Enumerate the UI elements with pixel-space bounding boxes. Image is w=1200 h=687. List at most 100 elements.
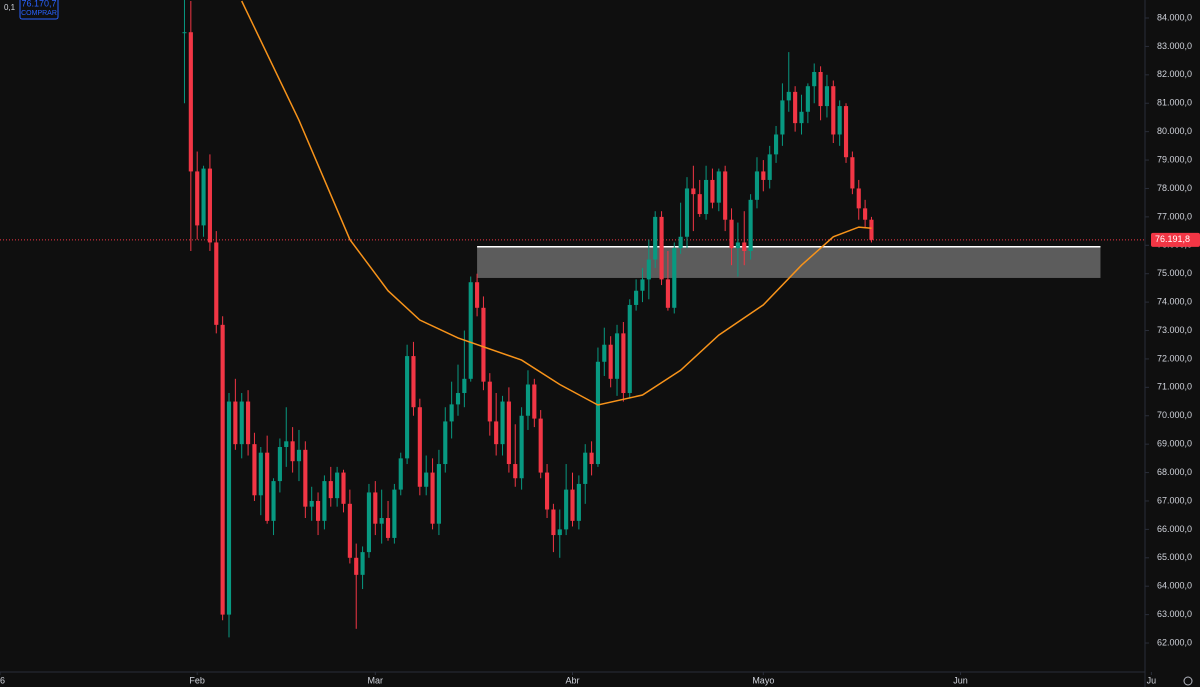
candle-body [487, 381, 492, 422]
candle-body [570, 489, 575, 521]
buy-button[interactable] [19, 0, 59, 20]
candle-body [430, 472, 435, 524]
candle-body [500, 401, 505, 445]
candle-body [417, 407, 422, 487]
candle-body [424, 472, 429, 487]
candle-body [786, 91, 791, 101]
y-tick-label: 65.000,0 [1157, 552, 1192, 562]
candle-body [602, 344, 607, 362]
candle-body [818, 71, 823, 107]
candle-body [462, 378, 467, 394]
candle-body [710, 179, 715, 203]
candle-body [475, 282, 480, 308]
y-tick-label: 77.000,0 [1157, 211, 1192, 221]
candle-body [284, 441, 289, 447]
y-tick-label: 81.000,0 [1157, 98, 1192, 108]
candle-body [328, 481, 333, 499]
buy-price[interactable]: 76.170,7 [21, 0, 56, 8]
y-tick-label: 72.000,0 [1157, 353, 1192, 363]
candle-body [532, 384, 537, 419]
candle-body [595, 361, 601, 465]
price-axis-panel [1145, 0, 1200, 672]
y-tick-label: 67.000,0 [1157, 495, 1192, 505]
candle-body [837, 106, 842, 135]
candle-body [557, 529, 562, 536]
candle-body [481, 307, 486, 382]
buy-label[interactable]: COMPRAR [21, 10, 57, 17]
y-tick-label: 69.000,0 [1157, 439, 1192, 449]
y-tick-label: 82.000,0 [1157, 69, 1192, 79]
candle-body [672, 248, 677, 308]
candle-body [233, 401, 238, 445]
y-tick-label: 71.000,0 [1157, 382, 1192, 392]
candle-body [392, 489, 397, 538]
candle-body [525, 384, 531, 416]
candle-body [843, 106, 849, 158]
moving-average [241, 0, 872, 406]
candle-body [258, 452, 263, 496]
candle-body [748, 199, 753, 251]
x-tick-label: Abr [565, 675, 579, 685]
candle-body [303, 449, 308, 507]
candle-body [379, 518, 384, 524]
candle-body [608, 344, 613, 379]
candle-body [589, 452, 594, 465]
candle-body [315, 500, 321, 521]
x-tick-label: Feb [189, 675, 205, 685]
candle-body [716, 171, 721, 203]
candle-body [290, 441, 295, 462]
candle-body [793, 91, 798, 124]
candle-body [704, 179, 709, 215]
candle-body [799, 111, 804, 124]
x-tick-label: Ju [1147, 675, 1157, 685]
candle-body [309, 500, 314, 507]
candle-body [564, 489, 569, 530]
x-tick-label: 26 [0, 675, 5, 685]
candle-body [398, 458, 403, 490]
candle-body [360, 552, 365, 575]
candle-body [544, 472, 550, 510]
candle-body [519, 415, 524, 479]
candle-body [659, 216, 664, 280]
candle-body [322, 481, 327, 521]
candle-body [634, 290, 639, 305]
candle-body [576, 483, 581, 521]
candle-body [239, 401, 244, 445]
y-tick-label: 64.000,0 [1157, 581, 1192, 591]
candle-body [583, 452, 588, 484]
axes: 62.000,0 63.000,0 64.000,0 65.000,0 66.000,0… [0, 12, 1200, 685]
candle-body [653, 216, 658, 260]
candle-body [443, 421, 448, 465]
candle-body [863, 208, 868, 220]
y-tick-label: 62.000,0 [1157, 637, 1192, 647]
candle-body [207, 168, 212, 243]
candle-body [335, 472, 340, 499]
y-tick-label: 84.000,0 [1157, 12, 1192, 22]
y-tick-label: 74.000,0 [1157, 296, 1192, 306]
candle-body [277, 446, 282, 482]
candle-body [640, 279, 645, 291]
candle-body [614, 333, 620, 379]
settings-icon[interactable] [1183, 676, 1193, 686]
candle-body [214, 242, 219, 325]
candle-body [805, 86, 810, 112]
candle-body [347, 503, 352, 558]
candle-body [812, 71, 817, 87]
candle-body [449, 404, 454, 422]
y-tick-label: 73.000,0 [1157, 325, 1192, 335]
y-tick-label: 66.000,0 [1157, 524, 1192, 534]
order-quantity: 0,1 [4, 3, 16, 12]
y-tick-label: 78.000,0 [1157, 183, 1192, 193]
candle-body [691, 188, 696, 195]
candle-body [621, 333, 626, 394]
candle-body [226, 401, 232, 615]
candle-body [723, 171, 728, 220]
candle-body [405, 356, 410, 459]
y-tick-label: 75.000,0 [1157, 268, 1192, 278]
x-tick-label: Mayo [752, 675, 774, 685]
candle-body [742, 242, 747, 251]
candle-body [754, 171, 760, 200]
last-price-label: 76.191,8 [1155, 234, 1190, 244]
y-tick-label: 80.000,0 [1157, 126, 1192, 136]
